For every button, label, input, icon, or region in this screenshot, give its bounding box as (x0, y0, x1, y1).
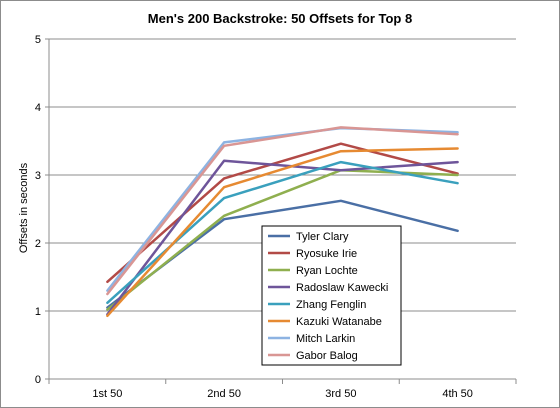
series-line-7 (106, 126, 459, 296)
legend-label: Radoslaw Kawecki (296, 282, 388, 294)
legend-box (261, 225, 402, 366)
series-line-5 (106, 147, 459, 318)
legend-label: Mitch Larkin (296, 333, 355, 345)
legend-label: Ryosuke Irie (296, 248, 357, 260)
x-tick-label: 2nd 50 (207, 388, 241, 400)
y-tick-label: 4 (35, 102, 41, 114)
series-line-3 (106, 159, 459, 316)
legend: Tyler Clary Ryosuke Irie Ryan Lochte Radosl… (261, 225, 402, 366)
axes: 0 1 2 3 4 5 1st 50 2nd 50 3rd 50 4th 50 (35, 34, 517, 400)
x-tick-label: 1st 50 (92, 388, 122, 400)
legend-label: Kazuki Watanabe (296, 316, 382, 328)
y-tick-label: 2 (35, 238, 41, 250)
series-layer (106, 126, 459, 318)
legend-label: Ryan Lochte (296, 265, 358, 277)
y-axis-label: Offsets in seconds (18, 162, 30, 253)
y-tick-label: 5 (35, 34, 41, 46)
x-tick-label: 3rd 50 (325, 388, 356, 400)
y-tick-label: 3 (35, 170, 41, 182)
y-tick-label: 1 (35, 306, 41, 318)
legend-label: Tyler Clary (296, 231, 349, 243)
gridlines (49, 38, 516, 312)
series-line-1 (106, 142, 459, 284)
legend-label: Zhang Fenglin (296, 299, 366, 311)
x-tick-label: 4th 50 (442, 388, 473, 400)
y-tick-label: 0 (35, 374, 41, 386)
chart-title: Men's 200 Backstroke: 50 Offsets for Top… (148, 11, 412, 26)
legend-label: Gabor Balog (296, 350, 358, 362)
